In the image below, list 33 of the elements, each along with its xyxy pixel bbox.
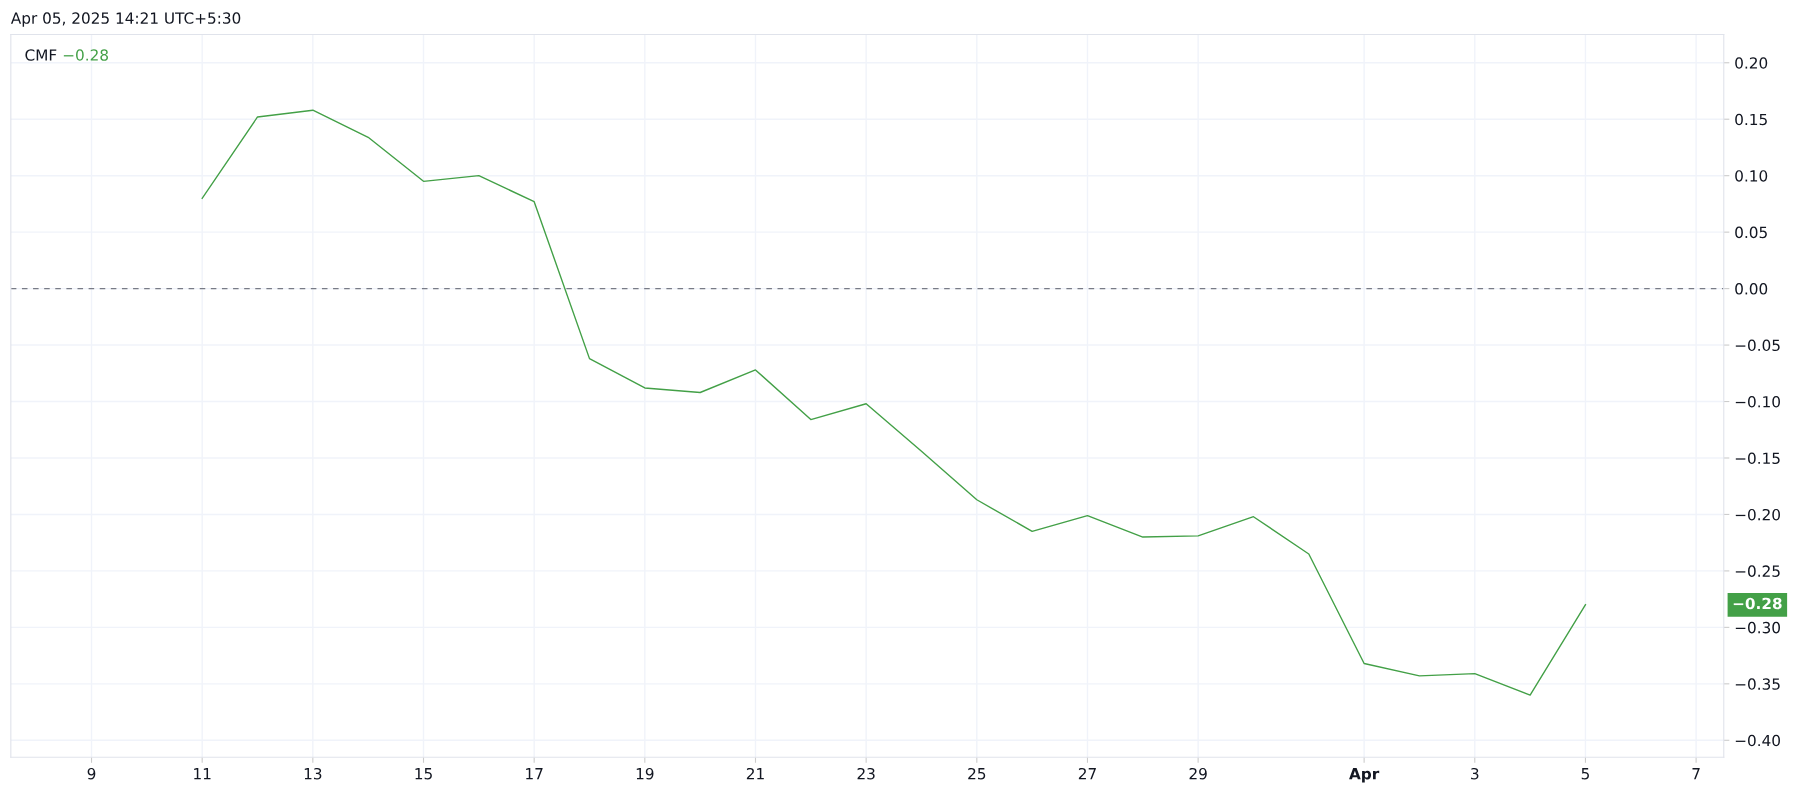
- x-tick-label: 27: [1078, 767, 1096, 780]
- x-tick-label: 5: [1581, 768, 1589, 780]
- y-tick-label: −0.40: [1735, 734, 1780, 747]
- x-tick-label: 17: [526, 768, 543, 780]
- y-tick-label: −0.35: [1735, 678, 1780, 690]
- x-tick-label: Apr: [1349, 768, 1380, 783]
- text: −0.28: [1733, 597, 1782, 610]
- x-tick-label: 9: [87, 767, 96, 780]
- x-tick-label: 15: [415, 768, 432, 780]
- text: Apr 05, 2025 14:21 UTC+5:30: [10, 12, 241, 27]
- y-tick-label: 0.15: [1735, 113, 1767, 126]
- y-tick-label: −0.25: [1735, 565, 1780, 577]
- y-tick-label: 0.10: [1735, 170, 1768, 182]
- x-tick-label: 19: [636, 767, 654, 780]
- y-tick-label: 0.05: [1735, 226, 1767, 239]
- x-tick-label: 3: [1471, 767, 1479, 780]
- y-tick-label: 0.00: [1735, 283, 1768, 295]
- x-tick-label: 21: [746, 767, 764, 780]
- x-tick-label: 23: [857, 767, 875, 780]
- y-tick-label: −0.20: [1735, 508, 1780, 521]
- y-tick-label: −0.30: [1735, 621, 1780, 634]
- x-tick-label: 25: [968, 767, 986, 780]
- y-tick-label: −0.15: [1735, 452, 1780, 465]
- x-tick-label: 7: [1692, 768, 1700, 780]
- y-tick-label: −0.05: [1735, 339, 1780, 352]
- y-tick-label: −0.10: [1735, 395, 1780, 408]
- x-tick-label: 13: [304, 767, 322, 780]
- x-tick-label: 29: [1189, 767, 1207, 780]
- y-tick-label: 0.20: [1735, 57, 1768, 69]
- line-series: [201, 109, 1587, 696]
- text: CMF: [25, 49, 57, 61]
- x-tick-label: 11: [194, 768, 211, 780]
- annotation: −0.28: [63, 49, 108, 61]
